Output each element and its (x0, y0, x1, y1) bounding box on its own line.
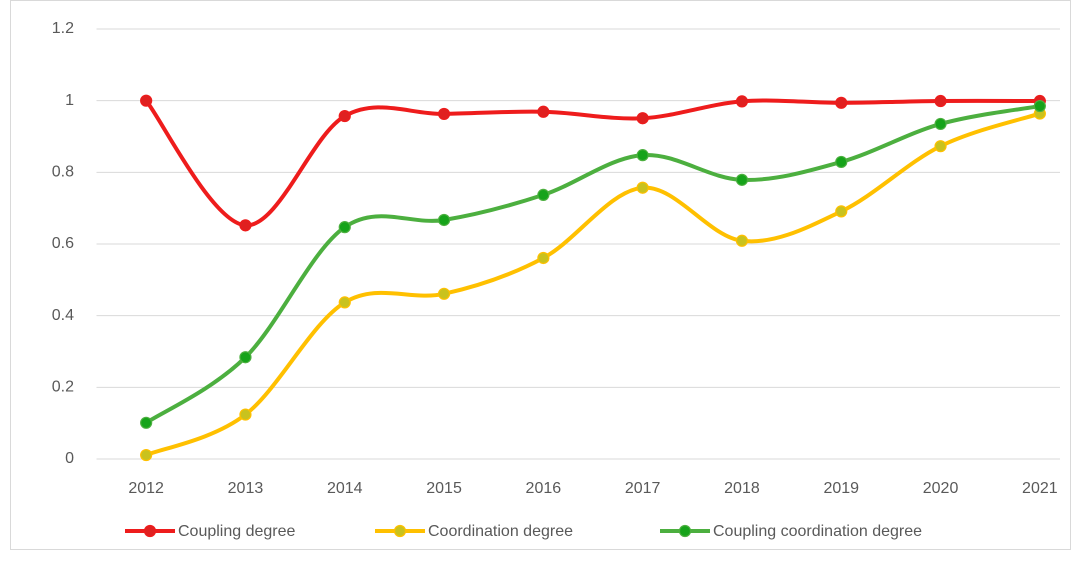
marker (835, 155, 848, 169)
x-tick-label: 2014 (327, 480, 363, 497)
marker (636, 112, 649, 125)
marker (239, 408, 252, 421)
marker (537, 188, 550, 202)
y-tick-label: 0.4 (52, 307, 74, 324)
marker (437, 287, 451, 300)
y-tick-label: 1 (65, 92, 74, 109)
series-line (144, 98, 1040, 228)
marker (1033, 99, 1046, 113)
marker (338, 109, 351, 123)
marker (338, 296, 351, 309)
x-tick-label: 2020 (923, 480, 959, 497)
marker (735, 234, 749, 247)
marker (735, 173, 749, 186)
chart-border (10, 0, 1071, 550)
marker (537, 105, 550, 118)
x-tick-label: 2015 (426, 480, 462, 497)
marker (636, 181, 649, 194)
x-tick-label: 2021 (1022, 480, 1058, 497)
marker (835, 96, 848, 109)
y-tick-label: 1.2 (52, 20, 74, 37)
marker (239, 219, 252, 232)
x-tick-label: 2016 (526, 480, 562, 497)
x-tick-label: 2012 (128, 480, 164, 497)
series-line (145, 104, 1041, 425)
legend-label: Coupling coordination degree (713, 523, 922, 540)
marker (239, 351, 252, 364)
marker (338, 221, 351, 234)
marker (934, 117, 947, 131)
marker (437, 107, 451, 121)
x-tick-label: 2017 (625, 480, 661, 497)
legend-label: Coupling degree (178, 523, 296, 540)
y-tick-label: 0.6 (52, 235, 74, 252)
x-tick-label: 2013 (228, 480, 264, 497)
marker (735, 95, 749, 108)
marker (140, 448, 153, 462)
marker (835, 205, 848, 218)
marker (537, 251, 550, 265)
x-tick-label: 2019 (823, 480, 859, 497)
marker (140, 94, 153, 107)
legend-marker (393, 524, 407, 538)
legend-label: Coordination degree (428, 523, 573, 540)
y-tick-label: 0.8 (52, 164, 74, 181)
y-tick-label: 0 (65, 450, 74, 467)
marker (934, 94, 947, 108)
y-tick-label: 0.2 (52, 379, 74, 396)
series-line (145, 111, 1041, 457)
x-tick-label: 2018 (724, 480, 760, 497)
legend-marker (678, 524, 692, 538)
legend-marker (143, 524, 157, 538)
marker (636, 149, 649, 162)
marker (437, 213, 451, 227)
marker (140, 416, 153, 429)
marker (934, 140, 947, 153)
